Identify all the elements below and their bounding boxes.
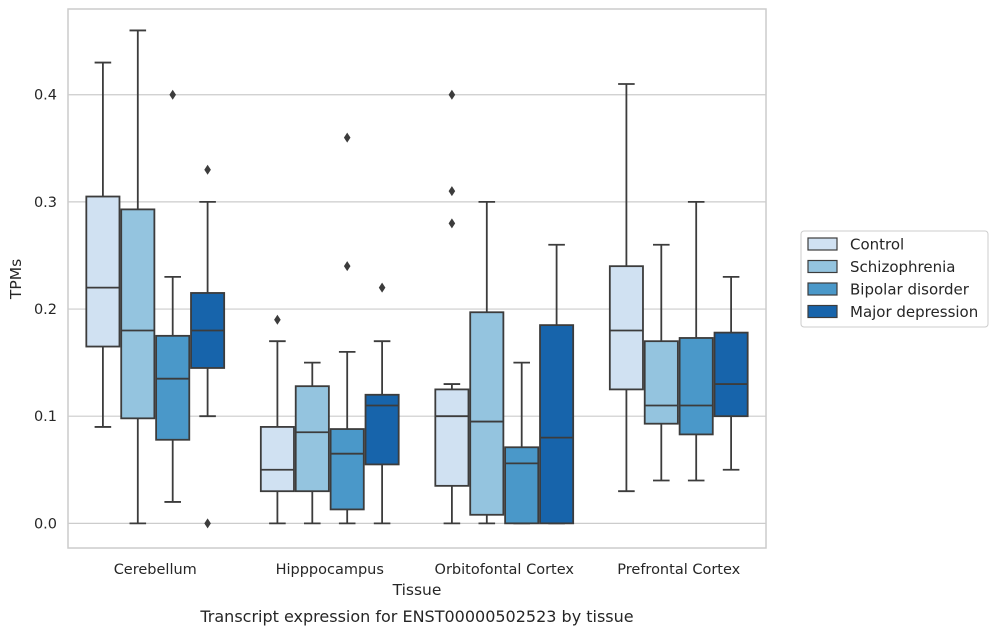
- x-tick-label: Orbitofontal Cortex: [435, 562, 575, 578]
- outlier-point: [448, 89, 456, 100]
- box-0-0: [85, 61, 121, 428]
- y-tick-label: 0.2: [34, 302, 57, 318]
- boxes: [85, 29, 749, 529]
- legend-label: Major depression: [850, 303, 978, 321]
- box-0-1: [120, 29, 156, 525]
- box-body: [504, 446, 540, 525]
- box-body: [120, 208, 156, 420]
- box-1-0: [259, 314, 295, 525]
- box-1-2: [329, 132, 365, 525]
- box-1-1: [294, 361, 330, 525]
- legend-items: Control Schizophrenia Bipolar disorder Majo…: [807, 236, 978, 321]
- outlier-point: [343, 132, 351, 143]
- box-body: [259, 426, 295, 493]
- box-body: [155, 334, 191, 441]
- y-tick-label: 0.3: [34, 195, 57, 211]
- outlier-point: [343, 261, 351, 272]
- box-body: [713, 331, 749, 418]
- legend-label: Control: [850, 236, 904, 254]
- legend-label: Schizophrenia: [850, 258, 955, 276]
- outlier-point: [204, 164, 211, 175]
- box-body: [608, 265, 644, 391]
- box-3-2: [678, 200, 714, 482]
- box-body: [678, 337, 714, 436]
- legend-swatch: [807, 237, 838, 251]
- outlier-point: [169, 89, 176, 100]
- x-tick-label: Prefrontal Cortex: [617, 562, 740, 578]
- figure-caption: Transcript expression for ENST0000050252…: [199, 607, 633, 626]
- legend-frame: [800, 230, 989, 328]
- box-3-1: [643, 243, 679, 482]
- y-axis-label: TPMs: [7, 259, 25, 300]
- box-body: [539, 324, 575, 525]
- box-1-3: [364, 282, 400, 525]
- outlier-point: [204, 518, 211, 529]
- box-2-3: [539, 243, 575, 525]
- box-2-1: [469, 200, 505, 525]
- y-tick-label: 0.0: [34, 516, 57, 532]
- outlier-point: [448, 186, 456, 197]
- x-tick-label: Cerebellum: [114, 562, 197, 578]
- outlier-point: [378, 282, 386, 293]
- box-body: [294, 385, 330, 493]
- box-0-2: [155, 89, 191, 503]
- y-tick-label: 0.4: [34, 88, 57, 104]
- x-axis-label: Tissue: [392, 581, 442, 599]
- box-0-3: [190, 164, 226, 529]
- legend: Control Schizophrenia Bipolar disorder Majo…: [800, 230, 989, 328]
- outlier-point: [274, 314, 281, 325]
- outlier-point: [448, 218, 456, 229]
- x-tick-labels: Cerebellum Hipppocampus Orbitofontal Corte…: [114, 562, 741, 578]
- legend-swatch: [807, 304, 838, 319]
- box-body: [643, 340, 679, 425]
- box-2-2: [504, 361, 540, 525]
- box-2-0: [434, 89, 470, 525]
- box-body: [469, 311, 505, 516]
- x-tick-label: Hipppocampus: [276, 562, 384, 578]
- legend-swatch: [807, 282, 838, 296]
- box-3-3: [713, 275, 749, 471]
- legend-swatch: [807, 259, 838, 274]
- box-body: [434, 388, 470, 487]
- legend-label: Bipolar disorder: [850, 281, 970, 299]
- plot-frame: [67, 8, 767, 549]
- box-body: [329, 428, 365, 511]
- y-tick-labels: 0.0 0.1 0.2 0.3 0.4: [34, 88, 57, 533]
- box-3-0: [608, 83, 644, 493]
- box-body: [85, 195, 121, 348]
- y-tick-label: 0.1: [34, 409, 57, 425]
